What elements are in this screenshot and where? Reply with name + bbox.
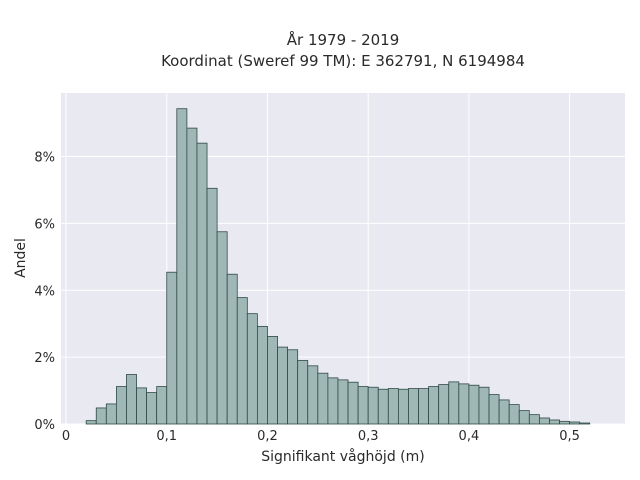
histogram-bar [357, 386, 369, 425]
y-tick-label: 2% [34, 351, 55, 366]
histogram-bar [186, 127, 198, 425]
histogram-bar [458, 383, 470, 425]
histogram-bar [518, 410, 530, 425]
plot-background [61, 93, 625, 424]
histogram-bar [196, 142, 208, 425]
histogram-bar [236, 297, 248, 425]
histogram-bar [297, 360, 309, 425]
x-tick-label: 0,2 [257, 429, 278, 444]
y-tick-label: 0% [34, 418, 55, 433]
x-axis-title: Signifikant våghöjd (m) [261, 448, 424, 465]
histogram-bar [267, 336, 278, 425]
x-tick-label: 0 [62, 429, 70, 444]
histogram-bar [347, 381, 359, 425]
histogram-bar [418, 388, 430, 425]
histogram-bar [448, 381, 460, 425]
histogram-bar [508, 404, 520, 425]
histogram-bar [498, 399, 510, 425]
y-axis-title: Andel [13, 238, 29, 278]
histogram-bar [538, 417, 550, 425]
histogram-bar [105, 403, 117, 425]
histogram-bar [317, 372, 329, 425]
histogram-bar [549, 419, 560, 425]
histogram-bar [246, 313, 258, 425]
y-tick-label: 8% [34, 151, 55, 166]
histogram-bar [126, 374, 137, 425]
histogram-bar [478, 386, 490, 425]
histogram-bar [95, 407, 107, 425]
x-tick-label: 0,3 [358, 429, 379, 444]
histogram-bar [176, 108, 188, 425]
histogram-bar [377, 388, 389, 425]
x-tick-label: 0,4 [459, 429, 480, 444]
y-tick-label: 6% [34, 217, 55, 232]
histogram-bar [528, 414, 540, 425]
histogram-bar [216, 231, 228, 425]
histogram-bar [256, 325, 268, 425]
histogram-bar [337, 379, 349, 425]
histogram-bar [115, 386, 127, 425]
histogram-bar [307, 365, 319, 425]
histogram-bar [156, 386, 168, 425]
histogram-bar [579, 422, 591, 425]
histogram-bar [559, 420, 571, 425]
histogram-bar [146, 392, 158, 425]
histogram-bar [488, 394, 500, 425]
histogram-bar [166, 271, 178, 425]
chart-subtitle: Koordinat (Sweref 99 TM): E 362791, N 61… [161, 52, 525, 70]
y-tick-label: 4% [34, 284, 55, 299]
histogram-bar [287, 349, 299, 425]
histogram-bar [408, 388, 419, 425]
histogram-bar [397, 388, 409, 425]
histogram-bar [387, 388, 399, 425]
histogram-bar [438, 384, 450, 425]
histogram-bar [226, 273, 238, 425]
histogram-bar [428, 386, 440, 425]
x-tick-label: 0,1 [156, 429, 177, 444]
histogram-bar [85, 420, 97, 425]
x-axis-ticks: 0 0,1 0,2 0,3 0,4 0,5 [62, 429, 580, 444]
histogram-bar [327, 377, 339, 425]
y-axis-ticks: 0% 2% 4% 6% 8% [34, 151, 55, 433]
histogram-bar [277, 346, 289, 425]
histogram-bar [468, 384, 480, 425]
histogram-bars [85, 108, 591, 425]
histogram-bar [367, 386, 379, 425]
histogram-bar [136, 387, 148, 425]
x-tick-label: 0,5 [559, 429, 580, 444]
histogram-bar [206, 187, 218, 425]
histogram-bar [569, 421, 581, 425]
chart-title: År 1979 - 2019 [287, 30, 400, 49]
